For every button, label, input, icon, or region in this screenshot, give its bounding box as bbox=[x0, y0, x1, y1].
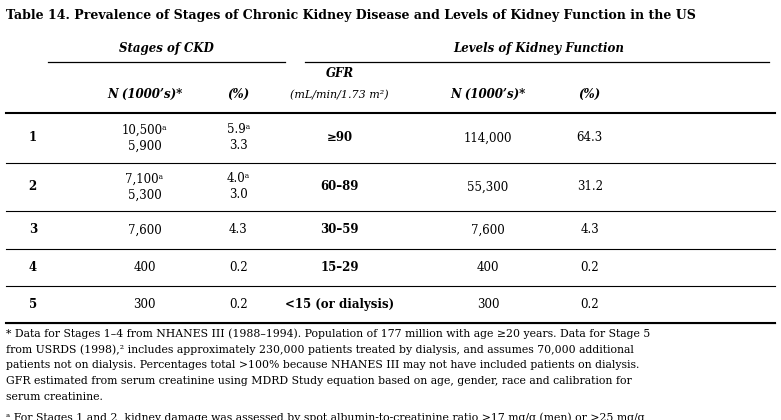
Text: 64.3: 64.3 bbox=[576, 131, 603, 144]
Text: 10,500ᵃ
5,900: 10,500ᵃ 5,900 bbox=[122, 123, 167, 152]
Text: 4.0ᵃ
3.0: 4.0ᵃ 3.0 bbox=[226, 172, 250, 202]
Text: 0.2: 0.2 bbox=[580, 298, 599, 310]
Text: Stages of CKD: Stages of CKD bbox=[119, 42, 214, 55]
Text: 4.3: 4.3 bbox=[580, 223, 599, 236]
Text: Table 14. Prevalence of Stages of Chronic Kidney Disease and Levels of Kidney Fu: Table 14. Prevalence of Stages of Chroni… bbox=[6, 9, 696, 22]
Text: 300: 300 bbox=[477, 298, 499, 310]
Text: 114,000: 114,000 bbox=[464, 131, 512, 144]
Text: 0.2: 0.2 bbox=[580, 261, 599, 273]
Text: 2: 2 bbox=[29, 181, 37, 193]
Text: patients not on dialysis. Percentages total >100% because NHANES III may not hav: patients not on dialysis. Percentages to… bbox=[6, 360, 640, 370]
Text: 4: 4 bbox=[29, 261, 37, 273]
Text: 400: 400 bbox=[134, 261, 155, 273]
Text: from USRDS (1998),² includes approximately 230,000 patients treated by dialysis,: from USRDS (1998),² includes approximate… bbox=[6, 344, 634, 355]
Text: 3: 3 bbox=[29, 223, 37, 236]
Text: * Data for Stages 1–4 from NHANES III (1988–1994). Population of 177 million wit: * Data for Stages 1–4 from NHANES III (1… bbox=[6, 328, 651, 339]
Text: ≥90: ≥90 bbox=[326, 131, 353, 144]
Text: 55,300: 55,300 bbox=[468, 181, 508, 193]
Text: 0.2: 0.2 bbox=[229, 261, 248, 273]
Text: N (1000’s)*: N (1000’s)* bbox=[451, 88, 526, 101]
Text: 4.3: 4.3 bbox=[229, 223, 248, 236]
Text: 7,600: 7,600 bbox=[127, 223, 162, 236]
Text: (mL/min/1.73 m²): (mL/min/1.73 m²) bbox=[291, 90, 389, 101]
Text: 400: 400 bbox=[477, 261, 499, 273]
Text: 5: 5 bbox=[29, 298, 37, 310]
Text: (%): (%) bbox=[227, 88, 249, 101]
Text: 5.9ᵃ
3.3: 5.9ᵃ 3.3 bbox=[226, 123, 250, 152]
Text: Levels of Kidney Function: Levels of Kidney Function bbox=[454, 42, 624, 55]
Text: (%): (%) bbox=[579, 88, 601, 101]
Text: N (1000’s)*: N (1000’s)* bbox=[107, 88, 182, 101]
Text: GFR estimated from serum creatinine using MDRD Study equation based on age, gend: GFR estimated from serum creatinine usin… bbox=[6, 376, 632, 386]
Text: <15 (or dialysis): <15 (or dialysis) bbox=[285, 298, 394, 310]
Text: 31.2: 31.2 bbox=[576, 181, 603, 193]
Text: 300: 300 bbox=[134, 298, 155, 310]
Text: GFR: GFR bbox=[326, 67, 354, 80]
Text: 60–89: 60–89 bbox=[320, 181, 359, 193]
Text: 1: 1 bbox=[29, 131, 37, 144]
Text: ᵃ For Stages 1 and 2, kidney damage was assessed by spot albumin-to-creatinine r: ᵃ For Stages 1 and 2, kidney damage was … bbox=[6, 412, 645, 420]
Text: serum creatinine.: serum creatinine. bbox=[6, 392, 103, 402]
Text: 0.2: 0.2 bbox=[229, 298, 248, 310]
Text: 7,600: 7,600 bbox=[471, 223, 505, 236]
Text: 15–29: 15–29 bbox=[320, 261, 359, 273]
Text: 30–59: 30–59 bbox=[320, 223, 359, 236]
Text: 7,100ᵃ
5,300: 7,100ᵃ 5,300 bbox=[126, 172, 163, 202]
